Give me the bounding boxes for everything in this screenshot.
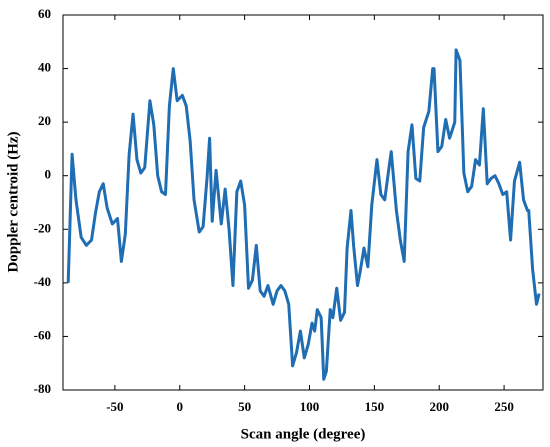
y-tick-label: -80	[34, 381, 51, 396]
x-tick-label: 0	[177, 399, 184, 414]
y-tick-label: 20	[38, 113, 51, 128]
x-axis-title: Scan angle (degree)	[241, 426, 366, 442]
data-line	[66, 48, 541, 381]
x-tick-label: 250	[494, 399, 514, 414]
x-tick-label: -50	[106, 399, 123, 414]
x-tick-label: 100	[300, 399, 320, 414]
plot-frame	[62, 14, 544, 391]
x-tick-label: 150	[365, 399, 385, 414]
y-tick-label: -40	[34, 274, 51, 289]
x-tick-label: 50	[238, 399, 251, 414]
y-tick-label: 60	[38, 6, 51, 21]
y-tick-label: -60	[34, 327, 51, 342]
y-tick-label: -20	[34, 220, 51, 235]
x-tick-label: 200	[429, 399, 449, 414]
y-axis-title: Doppler centroid (Hz)	[5, 131, 21, 272]
y-tick-label: 0	[45, 167, 52, 182]
y-tick-label: 40	[38, 60, 51, 75]
